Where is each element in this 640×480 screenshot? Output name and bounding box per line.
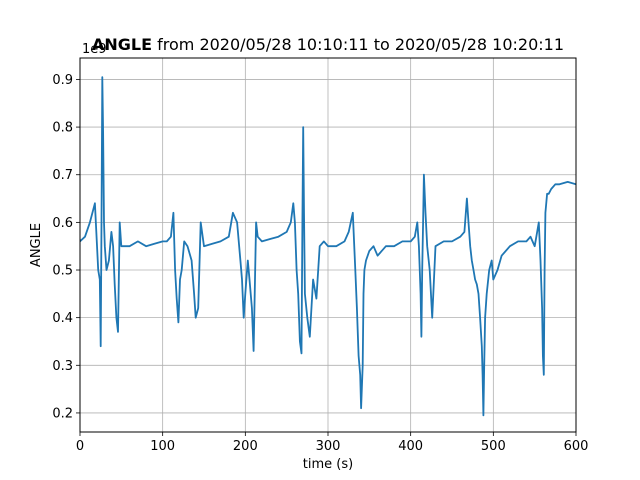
x-tick-label: 0 [76, 439, 84, 454]
y-axis-ticks: 0.2 0.3 0.4 0.5 0.6 0.7 0.8 0.9 [52, 73, 80, 421]
x-tick-label: 300 [316, 439, 341, 454]
x-tick-label: 200 [233, 439, 258, 454]
chart-title-rest: from 2020/05/28 10:10:11 to 2020/05/28 1… [152, 35, 564, 54]
y-tick-label: 0.3 [52, 359, 73, 374]
x-tick-label: 600 [564, 439, 589, 454]
angle-series-line [80, 76, 576, 417]
y-axis-label: ANGLE [29, 223, 44, 267]
y-tick-label: 0.5 [52, 264, 73, 279]
x-tick-label: 400 [398, 439, 423, 454]
y-tick-label: 0.8 [52, 121, 73, 136]
plot-area: 0 100 200 300 400 500 600 0.20.30.40.50.60.70.… [52, 57, 589, 454]
y-tick-label: 0.4 [52, 311, 73, 326]
x-axis-label: time (s) [303, 457, 353, 472]
y-tick-label: 0.9 [52, 73, 73, 88]
y-offset-label: 1e9 [82, 42, 107, 57]
y-tick-label: 0.7 [52, 168, 73, 183]
chart-title-bold: ANGLE [92, 35, 152, 54]
x-tick-label: 100 [150, 439, 175, 454]
y-tick-label: 0.6 [52, 216, 73, 231]
x-axis-ticks: 0 100 200 300 400 500 600 [76, 432, 589, 454]
x-tick-label: 500 [481, 439, 506, 454]
y-tick-label: 0.2 [52, 406, 73, 421]
chart-title: ANGLE from 2020/05/28 10:10:11 to 2020/0… [92, 35, 564, 54]
